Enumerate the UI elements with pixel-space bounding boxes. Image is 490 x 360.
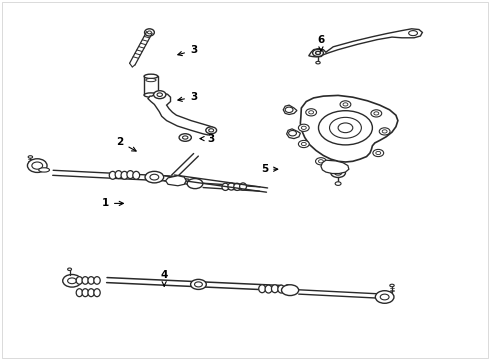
Ellipse shape [154,91,166,99]
Text: 6: 6 [318,35,324,51]
Ellipse shape [316,51,320,55]
Polygon shape [309,29,422,57]
Ellipse shape [329,117,362,138]
Ellipse shape [94,289,100,297]
Ellipse shape [39,168,49,172]
Ellipse shape [68,278,76,284]
Ellipse shape [127,171,134,179]
Ellipse shape [382,130,387,133]
Ellipse shape [240,183,246,190]
Ellipse shape [191,279,206,289]
Ellipse shape [145,171,164,183]
Ellipse shape [88,289,94,297]
Ellipse shape [318,111,372,145]
Ellipse shape [306,109,317,116]
Ellipse shape [222,183,229,190]
Ellipse shape [76,276,82,284]
Polygon shape [287,129,300,139]
Ellipse shape [284,285,291,293]
Text: 3: 3 [178,92,197,102]
Ellipse shape [82,289,88,297]
Polygon shape [300,95,398,162]
Ellipse shape [375,291,394,303]
Text: 1: 1 [102,198,123,208]
Ellipse shape [281,285,298,296]
Ellipse shape [278,285,285,293]
Ellipse shape [206,127,217,134]
Text: 3: 3 [200,134,214,144]
Ellipse shape [340,101,351,108]
Ellipse shape [259,285,266,293]
Polygon shape [321,160,349,174]
Ellipse shape [285,107,293,113]
Ellipse shape [27,159,47,172]
Ellipse shape [182,136,188,139]
Ellipse shape [343,103,348,106]
Ellipse shape [121,171,128,179]
Ellipse shape [63,275,81,287]
Ellipse shape [228,183,235,190]
Polygon shape [166,176,186,186]
Ellipse shape [298,124,309,131]
Polygon shape [148,93,215,135]
Ellipse shape [301,143,306,146]
Ellipse shape [157,93,163,96]
Ellipse shape [146,78,156,82]
Ellipse shape [298,140,309,148]
Ellipse shape [234,183,241,190]
Ellipse shape [379,128,390,135]
Text: 5: 5 [261,164,278,174]
Ellipse shape [28,156,32,158]
Ellipse shape [271,285,278,293]
Ellipse shape [316,158,326,165]
Ellipse shape [76,289,82,297]
Ellipse shape [376,152,381,155]
Ellipse shape [82,276,88,284]
Ellipse shape [301,126,306,130]
Ellipse shape [32,162,43,169]
Ellipse shape [147,31,151,34]
Ellipse shape [334,171,342,175]
Ellipse shape [331,168,345,177]
Ellipse shape [318,160,323,163]
Ellipse shape [109,171,116,179]
Ellipse shape [374,112,379,115]
Ellipse shape [133,171,140,179]
Ellipse shape [115,171,122,179]
Ellipse shape [265,285,272,293]
Ellipse shape [390,284,394,287]
Ellipse shape [195,282,202,287]
Ellipse shape [187,179,203,189]
Text: 4: 4 [160,270,168,286]
Ellipse shape [380,294,389,300]
Ellipse shape [88,276,94,284]
Ellipse shape [94,276,100,284]
Ellipse shape [313,49,323,57]
Ellipse shape [409,31,417,36]
Ellipse shape [145,29,154,36]
Ellipse shape [338,123,353,133]
Polygon shape [283,105,297,114]
Ellipse shape [309,111,314,114]
Ellipse shape [335,182,341,185]
Ellipse shape [144,93,158,97]
Ellipse shape [144,74,158,78]
Ellipse shape [316,62,320,64]
Ellipse shape [209,129,214,132]
Ellipse shape [179,134,191,141]
Ellipse shape [289,131,296,136]
Ellipse shape [373,149,384,157]
Ellipse shape [371,110,382,117]
Text: 3: 3 [178,45,197,56]
Text: 2: 2 [117,137,136,151]
Bar [144,76,158,95]
Ellipse shape [150,174,159,180]
Ellipse shape [68,268,72,271]
